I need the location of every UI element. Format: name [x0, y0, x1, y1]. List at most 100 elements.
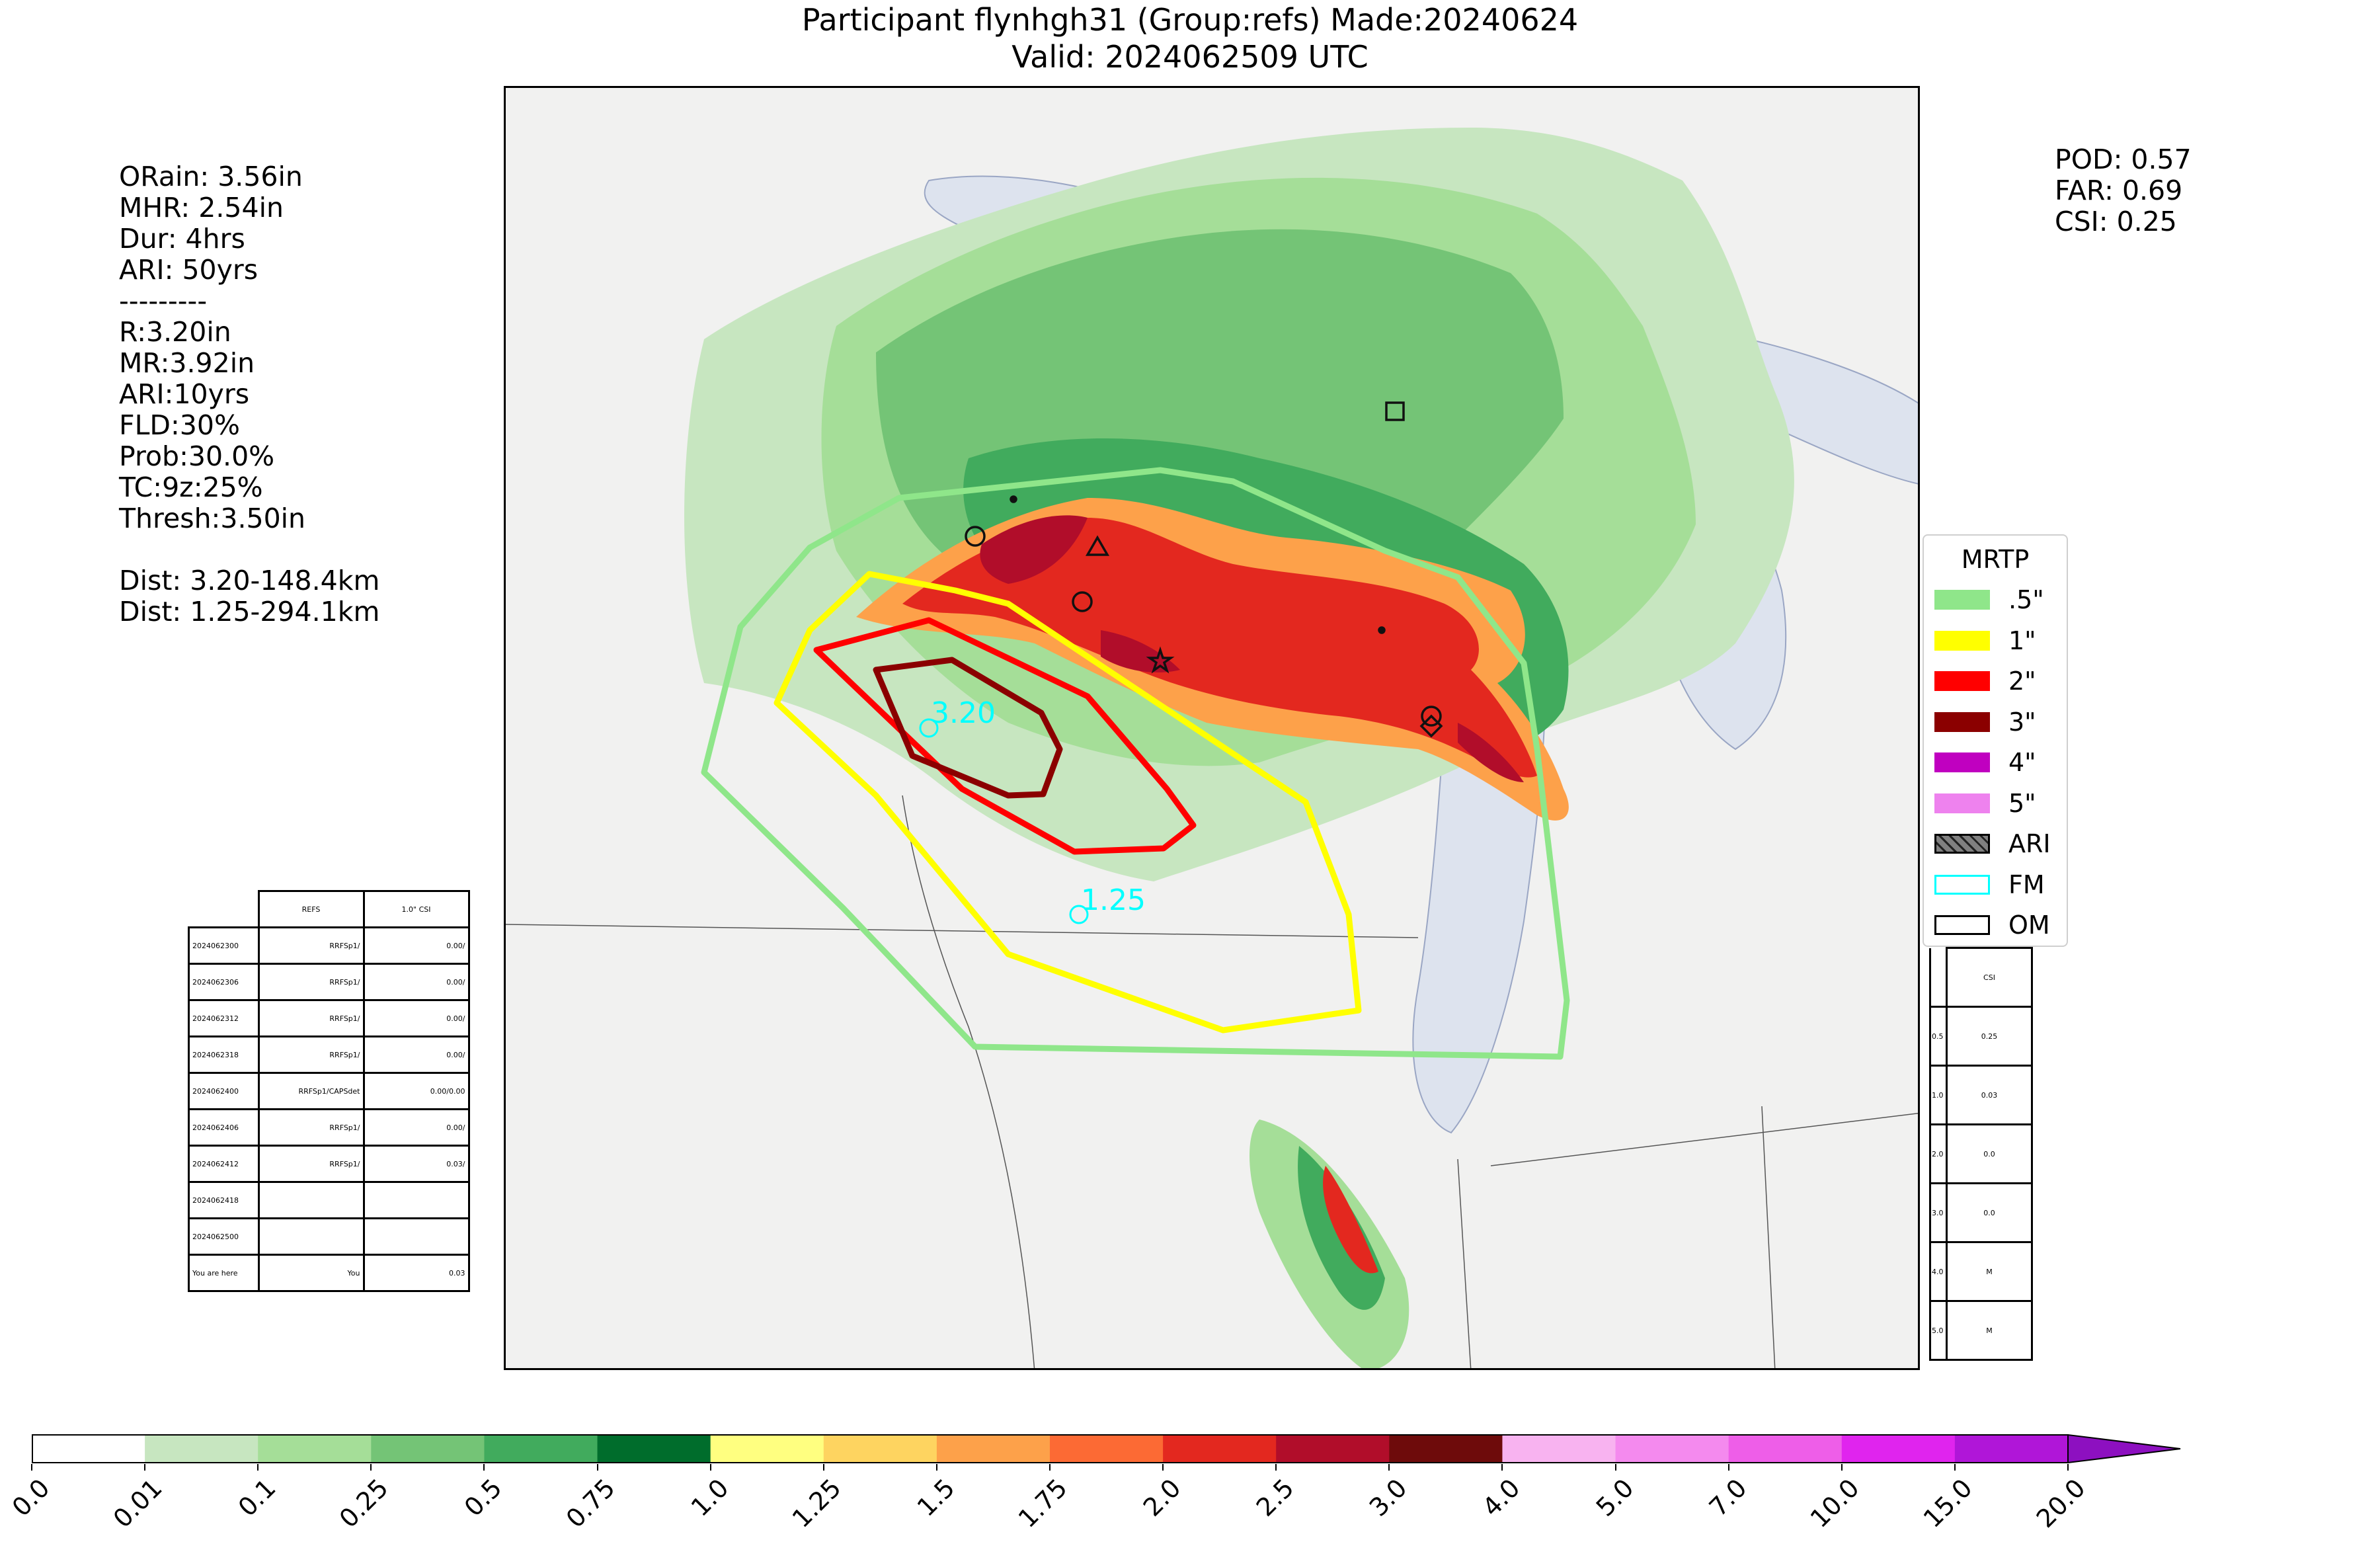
table-cell: RRFSp1/	[257, 1035, 365, 1074]
table-cell: 0.00/	[362, 1108, 470, 1147]
table-cell: 0.00/0.00	[362, 1072, 470, 1110]
table-row: You are here You 0.03	[188, 1254, 470, 1292]
table-cell: 0.25	[1946, 1006, 2033, 1067]
mrtp-contours	[701, 467, 1570, 1060]
table-row: 2024062500	[188, 1217, 470, 1256]
table-cell: M	[1946, 1241, 2033, 1302]
legend-item: 5"	[1934, 787, 2036, 820]
table-cell	[362, 1181, 470, 1219]
legend-label: OM	[2008, 911, 2050, 940]
colorbar-tick-label: 2.5	[1250, 1473, 1300, 1522]
colorbar-bin	[258, 1435, 372, 1463]
table-cell: RRFSp1/	[257, 963, 365, 1001]
om-markers	[965, 401, 1443, 738]
left-stat-line: MHR: 2.54in	[119, 192, 284, 223]
colorbar-tick-label: 5.0	[1590, 1473, 1640, 1522]
table-cell	[362, 1217, 470, 1256]
colorbar-tick	[1954, 1464, 1956, 1471]
colorbar-bin	[32, 1435, 145, 1463]
table-cell: RRFSp1/	[257, 1108, 365, 1147]
left-stat-line: MR:3.92in	[119, 347, 255, 379]
table-cell: 2024062312	[188, 999, 260, 1037]
table-header-row: CSI	[1929, 947, 2033, 1008]
colorbar-tick-label: 0.25	[334, 1473, 395, 1533]
colorbar-tick	[1501, 1464, 1503, 1471]
contour-1in	[774, 571, 1362, 1034]
legend-item: .5"	[1934, 583, 2044, 616]
colorbar-tick-label: 3.0	[1364, 1473, 1413, 1522]
colorbar-bin	[1502, 1435, 1616, 1463]
contour-2in	[813, 617, 1197, 855]
fm-label-3.20: 3.20	[931, 696, 996, 730]
colorbar-tick	[1614, 1464, 1616, 1471]
colorbar-tick-label: 0.01	[107, 1473, 168, 1533]
colorbar-tick-label: 15.0	[1917, 1473, 1978, 1533]
table-row: 2024062412 RRFSp1/0.03/	[188, 1145, 470, 1183]
colorbar-tick-label: 4.0	[1477, 1473, 1526, 1522]
contour-0.5in	[701, 467, 1570, 1060]
colorbar-tick	[1388, 1464, 1390, 1471]
om-circle-2	[1072, 591, 1093, 612]
legend-item: ARI	[1934, 827, 2051, 860]
table-cell: 2024062412	[188, 1145, 260, 1183]
colorbar-tick	[709, 1464, 711, 1471]
colorbar-tick-label: 20.0	[2030, 1473, 2091, 1533]
legend-swatch	[1934, 752, 1990, 772]
shade-band-south-red	[1323, 1166, 1378, 1274]
colorbar-tick-label: 10.0	[1804, 1473, 1865, 1533]
table-cell: 2024062418	[188, 1181, 260, 1219]
table-cell: 5.0	[1929, 1300, 1948, 1361]
colorbar	[32, 1434, 2182, 1464]
legend-item: 1"	[1934, 624, 2036, 657]
left-stat-line	[119, 534, 379, 565]
colorbar-tick	[596, 1464, 598, 1471]
colorbar-tick-label: 0.5	[459, 1473, 508, 1522]
precip-map: 3.20 1.25	[504, 86, 1920, 1370]
legend-label: .5"	[2008, 585, 2044, 614]
table-cell: 0.00/	[362, 1035, 470, 1074]
table-row: 2024062300 RRFSp1/0.00/	[188, 926, 470, 965]
chart-title-line2: Valid: 2024062509 UTC	[1012, 39, 1368, 75]
colorbar-tick-label: 0.1	[232, 1473, 282, 1522]
table-header-cell: REFS	[257, 890, 365, 928]
colorbar-bin	[936, 1435, 1051, 1463]
far-stat: FAR: 0.69	[2055, 175, 2183, 206]
colorbar-tick	[1162, 1464, 1164, 1471]
qpf-shading	[684, 128, 1794, 1368]
contour-3in	[873, 657, 1063, 799]
colorbar-bin	[145, 1435, 258, 1463]
table-cell: 2024062318	[188, 1035, 260, 1074]
table-cell: You	[257, 1254, 365, 1292]
colorbar-extend-arrow	[2067, 1434, 2181, 1464]
legend-label: FM	[2008, 870, 2045, 899]
left-stat-line: Dist: 1.25-294.1km	[119, 596, 380, 628]
colorbar-tick-label: 1.0	[685, 1473, 734, 1522]
left-stat-line: TC:9z:25%	[119, 471, 263, 503]
colorbar-svg	[32, 1434, 2181, 1464]
shade-red-core	[902, 518, 1537, 778]
colorbar-tick-label: 1.25	[786, 1473, 847, 1533]
shade-darkred-core	[980, 515, 1088, 584]
fm-markers: 3.20 1.25	[919, 696, 1146, 924]
left-stat-line: Thresh:3.50in	[119, 503, 306, 534]
left-stat-line: ARI:10yrs	[119, 378, 250, 410]
legend-item: 3"	[1934, 706, 2036, 739]
left-stat-line: R:3.20in	[119, 316, 231, 348]
csi-stat: CSI: 0.25	[2055, 206, 2177, 237]
om-circle-3	[1421, 706, 1442, 727]
colorbar-tick	[1841, 1464, 1843, 1471]
legend-item: 2"	[1934, 665, 2036, 698]
table-cell: RRFSp1/	[257, 999, 365, 1037]
colorbar-bin	[597, 1435, 711, 1463]
colorbar-tick	[144, 1464, 146, 1471]
colorbar-tick-label: 0.75	[560, 1473, 621, 1533]
left-stat-line: FLD:30%	[119, 409, 240, 441]
colorbar-bin	[1728, 1435, 1843, 1463]
om-diamond	[1419, 714, 1443, 738]
table-header-cell: CSI	[1946, 947, 2033, 1008]
colorbar-bin	[1276, 1435, 1390, 1463]
table-row: 1.0 0.03	[1929, 1065, 2033, 1125]
legend-label: 1"	[2008, 626, 2036, 655]
legend-swatch	[1934, 874, 1990, 895]
qpf-heavy-core	[856, 498, 1569, 821]
